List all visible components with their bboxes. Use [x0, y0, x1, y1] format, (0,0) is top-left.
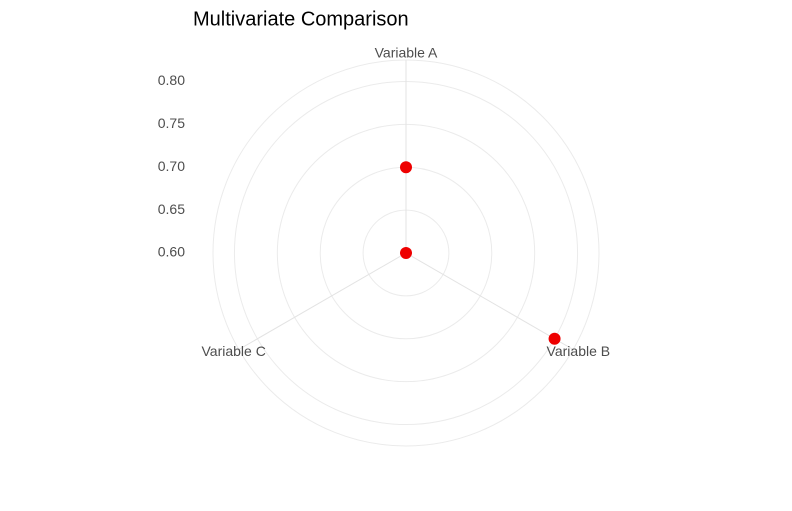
point — [400, 247, 412, 259]
point — [400, 161, 412, 174]
r-tick-label: 0.80 — [158, 72, 185, 88]
spoke — [405, 252, 574, 350]
r-tick-label: 0.65 — [158, 201, 185, 217]
spoke — [238, 252, 407, 350]
axis-label: Variable B — [547, 343, 611, 359]
r-tick-label: 0.75 — [158, 115, 185, 131]
r-tick-label: 0.60 — [158, 244, 185, 260]
r-tick-label: 0.70 — [158, 158, 185, 174]
point — [548, 332, 561, 345]
axis-label: Variable A — [375, 45, 438, 61]
axis-label: Variable C — [201, 343, 265, 359]
chart-title: Multivariate Comparison — [193, 8, 409, 30]
